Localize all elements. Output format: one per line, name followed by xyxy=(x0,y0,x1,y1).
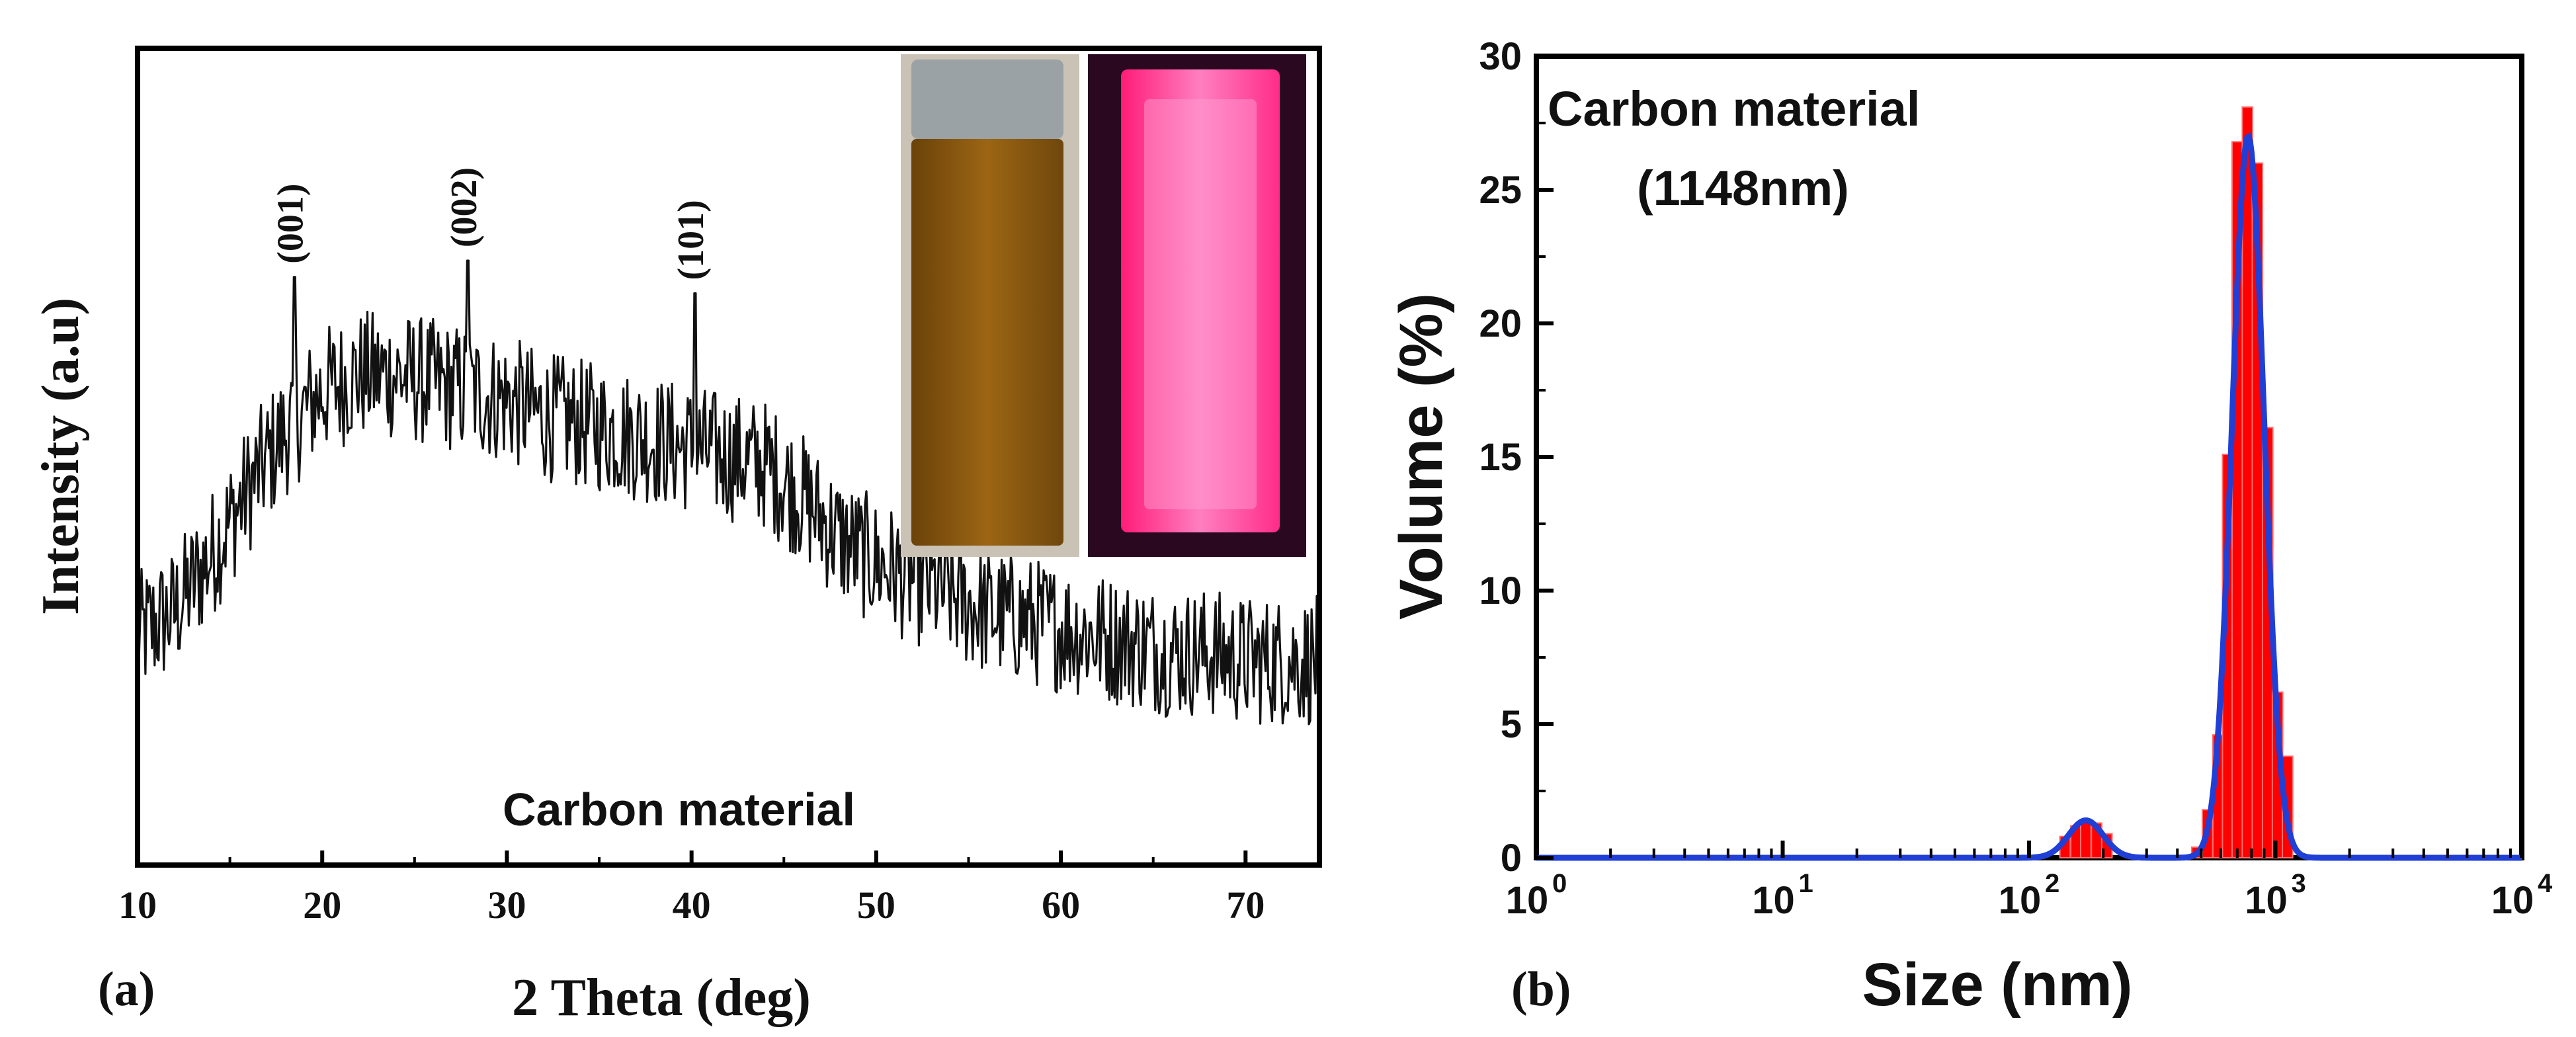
panel-b-x-axis-label: Size (nm) xyxy=(1862,951,2133,1018)
panel-a-x-tick-label: 20 xyxy=(303,884,341,927)
panel-b-annotation: Carbon material xyxy=(1548,81,1920,136)
panel-b-fit-curve xyxy=(1536,132,2522,861)
peak-label: (001) xyxy=(270,184,311,264)
panel-b-x-tick-exponent: 0 xyxy=(1552,869,1567,898)
panel-b-x-tick-exponent: 3 xyxy=(2292,869,2306,898)
panel-a-x-tick-label: 30 xyxy=(487,884,526,927)
size-bar xyxy=(2241,106,2254,858)
panel-b-x-tick-exponent: 2 xyxy=(2045,869,2059,898)
panel-b-y-tick-label: 25 xyxy=(1479,169,1522,212)
panel-b-x-tick-label: 10 xyxy=(2491,879,2534,922)
xrd-pattern-line xyxy=(140,259,1317,726)
vial-amber-liquid xyxy=(911,139,1063,546)
vial-cap-icon xyxy=(911,60,1063,139)
panel-b-y-tick-label: 5 xyxy=(1501,703,1522,746)
panel-a-x-tick-label: 70 xyxy=(1226,884,1265,927)
inset-vial-photos xyxy=(901,54,1306,557)
panel-b-y-tick-label: 10 xyxy=(1479,569,1522,612)
panel-b-y-tick-label: 0 xyxy=(1501,837,1522,880)
peak-label: (101) xyxy=(671,200,712,280)
vial-uv-highlight xyxy=(1144,99,1257,509)
panel-b-x-tick-exponent: 1 xyxy=(1799,869,1813,898)
panel-a-x-tick-label: 10 xyxy=(118,884,157,927)
vial-uv-glow xyxy=(1121,69,1280,532)
panel-b-x-tick-label: 10 xyxy=(1999,879,2042,922)
panel-a-x-tick-label: 50 xyxy=(857,884,895,927)
panel-a-x-tick-label: 40 xyxy=(673,884,711,927)
panel-b-x-tick-exponent: 4 xyxy=(2538,869,2553,898)
panel-b-y-tick-label: 30 xyxy=(1479,35,1522,78)
size-bar xyxy=(2080,819,2092,858)
panel-a-x-tick-label: 60 xyxy=(1042,884,1080,927)
panel-b-y-tick-label: 20 xyxy=(1479,302,1522,345)
panel-a-y-axis-label: Intensity (a.u) xyxy=(32,298,90,615)
panel-a-xrd-chart: 10 20 30 40 50 60 70 (001) (002) (101) xyxy=(32,46,1322,1027)
panel-b-x-tick-label: 10 xyxy=(1506,879,1549,922)
panel-b-x-tick-label: 10 xyxy=(1752,879,1795,922)
panel-a-annotation: Carbon material xyxy=(503,784,855,835)
panel-a-letter: (a) xyxy=(98,962,155,1016)
panel-b-y-tick-label: 15 xyxy=(1479,436,1522,479)
panel-a-peak-labels: (001) (002) (101) xyxy=(270,167,712,280)
panel-b-letter: (b) xyxy=(1511,962,1571,1016)
peak-label: (002) xyxy=(444,167,485,247)
panel-a-plot-frame xyxy=(135,46,1322,868)
panel-a-x-axis-label: 2 Theta (deg) xyxy=(512,969,811,1027)
panel-b-annotation-size: (1148nm) xyxy=(1637,161,1849,216)
panel-b-y-axis-label: Volume (%) xyxy=(1388,293,1455,620)
panel-b-x-tick-label: 10 xyxy=(2245,879,2288,922)
panel-a-x-axis: 10 20 30 40 50 60 70 xyxy=(118,850,1265,927)
